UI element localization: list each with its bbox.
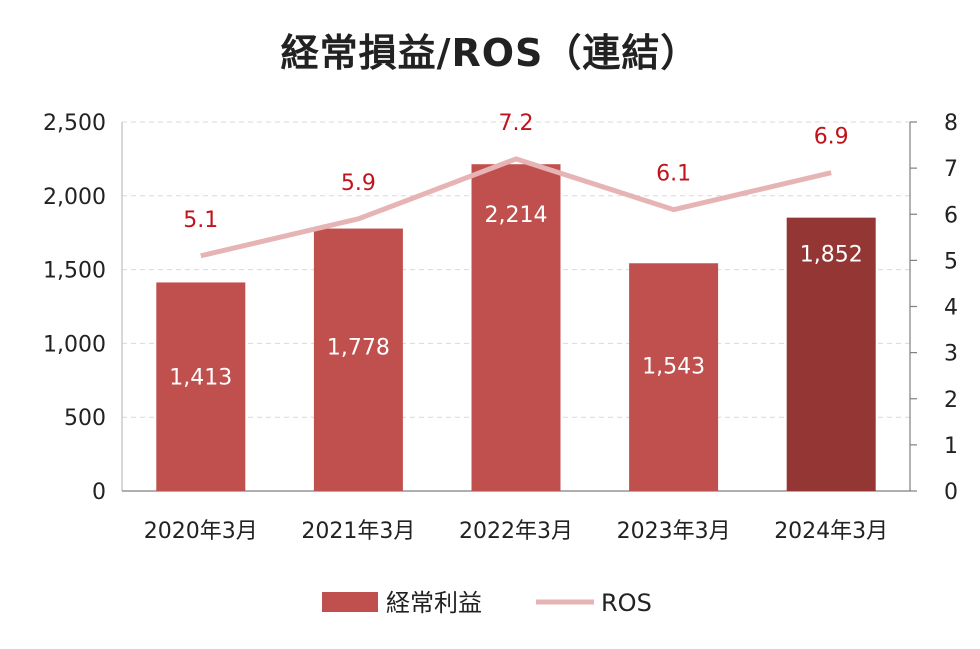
y-right-tick-label: 0: [944, 480, 958, 505]
bar-value-label: 2,214: [485, 203, 548, 228]
bar: [786, 217, 876, 491]
y-right-tick-label: 1: [944, 434, 958, 459]
bar-value-label: 1,543: [642, 355, 705, 380]
bar: [313, 228, 403, 491]
y-left-tick-label: 2,500: [43, 111, 106, 136]
x-tick-label: 2023年3月: [617, 519, 731, 544]
y-left-tick-label: 1,000: [43, 332, 106, 357]
x-tick-label: 2022年3月: [459, 519, 573, 544]
bar-value-label: 1,852: [800, 243, 863, 268]
y-right-tick-label: 7: [944, 157, 958, 182]
ros-line: [200, 156, 832, 259]
ros-value-label: 6.1: [656, 162, 691, 187]
x-tick-label: 2024年3月: [774, 519, 888, 544]
x-tick-label: 2020年3月: [144, 519, 258, 544]
legend-bar-swatch: [322, 592, 378, 612]
bar: [156, 282, 246, 491]
y-left-tick-label: 0: [92, 480, 106, 505]
y-right-tick-label: 2: [944, 388, 958, 413]
ros-value-label: 5.1: [183, 208, 218, 233]
legend-line-label: ROS: [601, 589, 652, 617]
ros-value-label: 5.9: [341, 171, 376, 196]
bar-value-label: 1,413: [169, 365, 232, 390]
y-right-tick-label: 8: [944, 111, 958, 136]
y-left-tick-label: 2,000: [43, 185, 106, 210]
ros-value-label: 6.9: [814, 125, 849, 150]
ros-value-label: 7.2: [499, 111, 534, 136]
bar: [471, 164, 561, 491]
bar-value-label: 1,778: [327, 336, 390, 361]
chart-title: 経常損益/ROS（連結）: [280, 31, 700, 75]
y-left-tick-label: 500: [64, 406, 106, 431]
y-right-tick-label: 6: [944, 203, 958, 228]
y-right-tick-label: 4: [944, 296, 958, 321]
y-left-tick-label: 1,500: [43, 259, 106, 284]
bar: [629, 263, 719, 491]
x-tick-label: 2021年3月: [301, 519, 415, 544]
y-right-tick-label: 3: [944, 342, 958, 367]
legend-bar-label: 経常利益: [386, 589, 482, 617]
y-right-tick-label: 5: [944, 249, 958, 274]
